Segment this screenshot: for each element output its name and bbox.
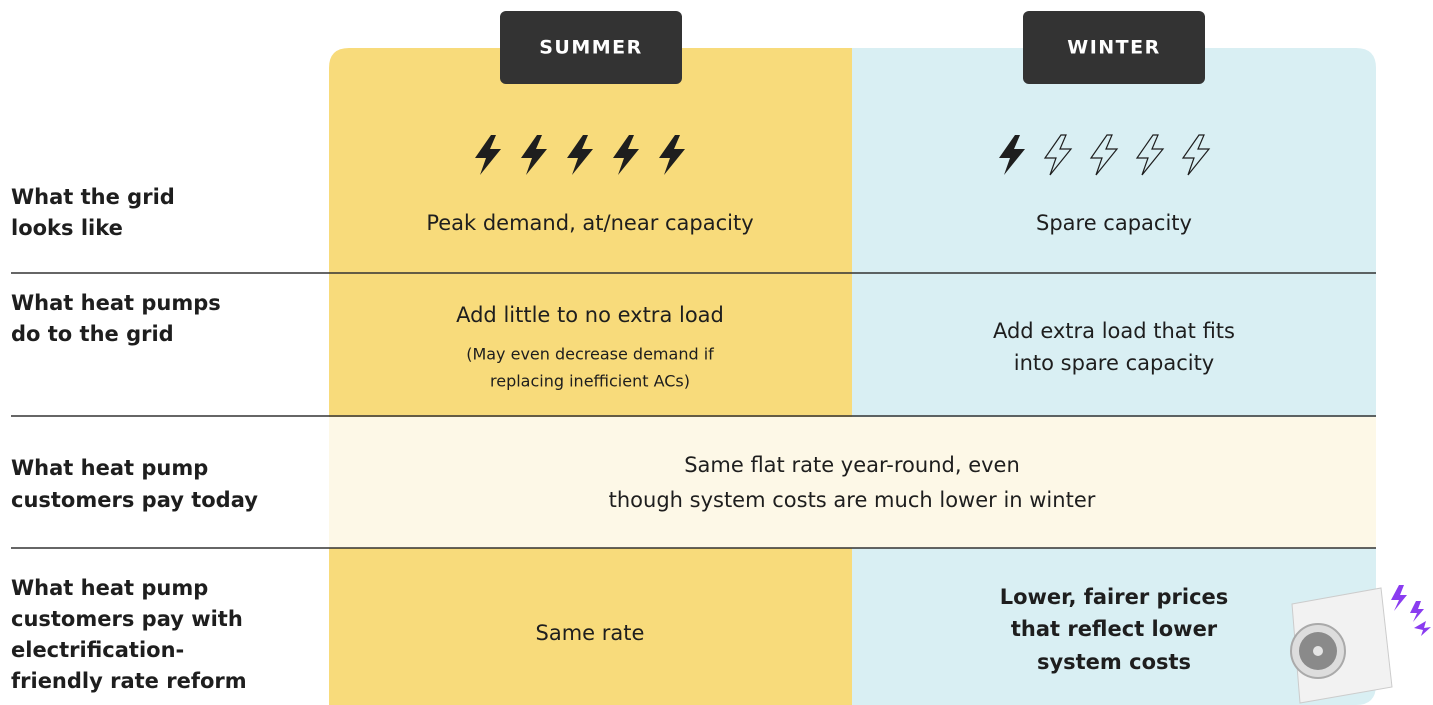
cell-text: system costs (1037, 650, 1191, 674)
cell-text: Add extra load that fits (993, 319, 1235, 343)
cell-note: replacing inefficient ACs) (490, 372, 690, 391)
header-text: WINTER (1067, 37, 1161, 59)
cell-text: into spare capacity (1014, 351, 1214, 375)
row-label: What heat pumps (11, 291, 221, 315)
cell-text: though system costs are much lower in wi… (609, 488, 1096, 512)
row-label: do to the grid (11, 322, 174, 346)
row-label: friendly rate reform (11, 669, 247, 693)
row-label: What heat pump (11, 456, 208, 480)
cell-text: Same flat rate year-round, even (684, 453, 1020, 477)
cell-text: that reflect lower (1011, 617, 1218, 641)
row-label: looks like (11, 216, 123, 240)
header-text: SUMMER (539, 37, 643, 59)
cell-text: Add little to no extra load (456, 303, 724, 327)
cell-note: (May even decrease demand if (466, 345, 714, 364)
row-label: What heat pump (11, 576, 208, 600)
row-label: What the grid (11, 185, 175, 209)
row-label: electrification- (11, 638, 184, 662)
row-label: customers pay today (11, 488, 258, 512)
summer-header (500, 11, 682, 84)
heat-pump-icon (1290, 585, 1431, 704)
row-label: customers pay with (11, 607, 243, 631)
cell-text: Peak demand, at/near capacity (426, 211, 753, 235)
winter-header (1023, 11, 1205, 84)
cell-text: Spare capacity (1036, 211, 1192, 235)
cell-text: Lower, fairer prices (1000, 585, 1229, 609)
cell-text: Same rate (536, 621, 645, 645)
shared-row-band (329, 417, 1376, 548)
